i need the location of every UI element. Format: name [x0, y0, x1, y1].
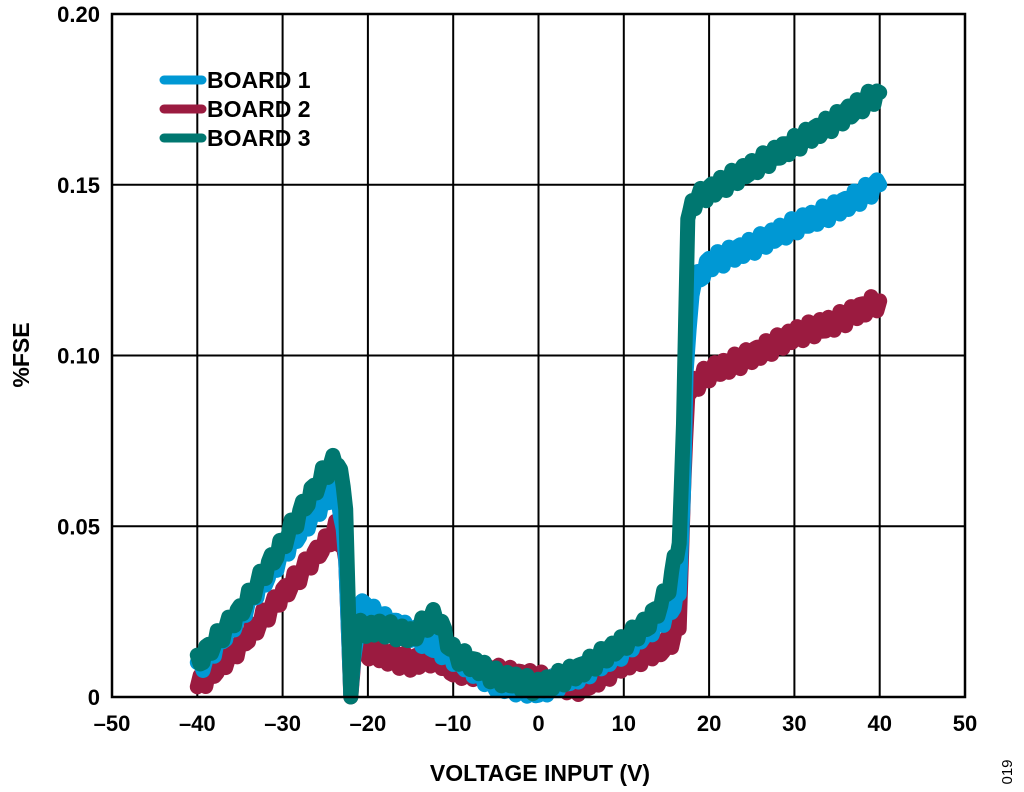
x-tick-label: 50	[953, 711, 977, 736]
legend-label: BOARD 2	[207, 96, 311, 122]
x-tick-label: –10	[435, 711, 472, 736]
legend-label: BOARD 1	[207, 67, 311, 93]
y-tick-label: 0.10	[57, 344, 100, 369]
x-tick-label: 10	[612, 711, 636, 736]
tick-labels: –50 –40 –30 –20 –10 0 10 20 30 40 50 0 0.05 0.10 0.15 0…	[57, 2, 977, 736]
series-line-board-3	[189, 83, 888, 705]
plot-frame	[110, 12, 967, 699]
x-tick-label: –30	[264, 711, 301, 736]
x-tick-label: 40	[867, 711, 891, 736]
y-tick-label: 0.20	[57, 2, 100, 27]
legend-label: BOARD 3	[207, 125, 311, 151]
x-tick-label: –40	[179, 711, 216, 736]
y-axis-label: %FSE	[8, 322, 34, 387]
x-tick-label: 0	[532, 711, 544, 736]
y-tick-label: 0.15	[57, 173, 100, 198]
x-tick-label: –50	[94, 711, 131, 736]
series-group	[189, 83, 888, 705]
x-tick-label: –20	[350, 711, 387, 736]
legend: BOARD 1 BOARD 2 BOARD 3	[159, 67, 311, 151]
x-tick-label: 20	[697, 711, 721, 736]
figure-id: 019	[999, 759, 1016, 784]
x-tick-label: 30	[782, 711, 806, 736]
y-tick-label: 0.05	[57, 514, 100, 539]
x-axis-label: VOLTAGE INPUT (V)	[430, 760, 650, 786]
y-tick-label: 0	[88, 685, 100, 710]
